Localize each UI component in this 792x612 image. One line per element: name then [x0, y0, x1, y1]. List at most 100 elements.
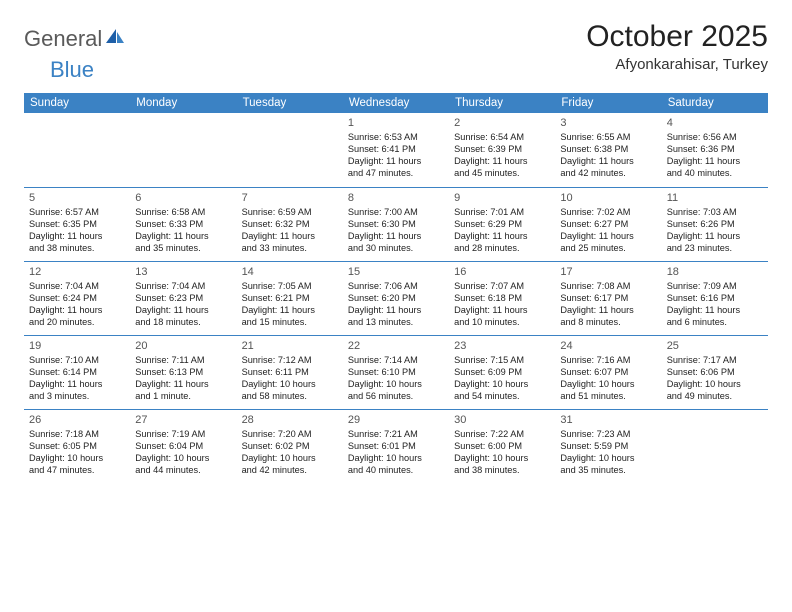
calendar-day-cell: 31Sunrise: 7:23 AMSunset: 5:59 PMDayligh…: [555, 409, 661, 483]
calendar-day-cell: 18Sunrise: 7:09 AMSunset: 6:16 PMDayligh…: [662, 261, 768, 335]
day-number: 12: [29, 265, 125, 279]
day-number: 19: [29, 339, 125, 353]
calendar-body: 1Sunrise: 6:53 AMSunset: 6:41 PMDaylight…: [24, 113, 768, 483]
day-info-line: Daylight: 11 hours: [242, 305, 338, 317]
day-info-line: Sunset: 6:04 PM: [135, 441, 231, 453]
day-number: 28: [242, 413, 338, 427]
calendar-day-cell: 17Sunrise: 7:08 AMSunset: 6:17 PMDayligh…: [555, 261, 661, 335]
day-info-line: Sunset: 6:23 PM: [135, 293, 231, 305]
day-info-line: Sunset: 6:16 PM: [667, 293, 763, 305]
day-info-line: and 58 minutes.: [242, 391, 338, 403]
day-info-line: and 3 minutes.: [29, 391, 125, 403]
calendar-day-cell: 6Sunrise: 6:58 AMSunset: 6:33 PMDaylight…: [130, 187, 236, 261]
calendar-day-cell: 10 Sunrise: 7:02 AMSunset: 6:27 PMDayligh…: [555, 187, 661, 261]
day-info-line: Sunrise: 6:59 AM: [242, 207, 338, 219]
day-info-line: Sunrise: 7:15 AM: [454, 355, 550, 367]
day-info-line: Daylight: 11 hours: [29, 379, 125, 391]
day-header: Wednesday: [343, 93, 449, 113]
calendar-day-cell: 23Sunrise: 7:15 AMSunset: 6:09 PMDayligh…: [449, 335, 555, 409]
day-info-line: Daylight: 11 hours: [29, 231, 125, 243]
calendar-day-cell: 26Sunrise: 7:18 AMSunset: 6:05 PMDayligh…: [24, 409, 130, 483]
calendar-day-cell: 14Sunrise: 7:05 AMSunset: 6:21 PMDayligh…: [237, 261, 343, 335]
day-info-line: Sunrise: 6:56 AM: [667, 132, 763, 144]
day-info-line: and 45 minutes.: [454, 168, 550, 180]
calendar-day-cell: 19Sunrise: 7:10 AMSunset: 6:14 PMDayligh…: [24, 335, 130, 409]
day-number: 1: [348, 116, 444, 130]
calendar-week-row: 5Sunrise: 6:57 AMSunset: 6:35 PMDaylight…: [24, 187, 768, 261]
calendar-day-cell: [24, 113, 130, 187]
day-info-line: Sunrise: 7:02 AM: [560, 207, 656, 219]
day-number: 13: [135, 265, 231, 279]
day-info-line: and 51 minutes.: [560, 391, 656, 403]
day-header: Monday: [130, 93, 236, 113]
day-number: 23: [454, 339, 550, 353]
day-info-line: and 47 minutes.: [348, 168, 444, 180]
day-number: 27: [135, 413, 231, 427]
day-info-line: Daylight: 11 hours: [667, 305, 763, 317]
day-info-line: and 33 minutes.: [242, 243, 338, 255]
day-info-line: Sunrise: 7:16 AM: [560, 355, 656, 367]
day-info-line: Sunset: 6:07 PM: [560, 367, 656, 379]
day-info-line: Sunset: 6:05 PM: [29, 441, 125, 453]
day-info-line: Sunset: 5:59 PM: [560, 441, 656, 453]
day-info-line: Sunrise: 7:09 AM: [667, 281, 763, 293]
calendar-week-row: 19Sunrise: 7:10 AMSunset: 6:14 PMDayligh…: [24, 335, 768, 409]
month-title: October 2025: [586, 20, 768, 54]
calendar-day-cell: 30Sunrise: 7:22 AMSunset: 6:00 PMDayligh…: [449, 409, 555, 483]
day-info-line: Sunset: 6:26 PM: [667, 219, 763, 231]
day-info-line: Sunset: 6:21 PM: [242, 293, 338, 305]
day-info-line: and 20 minutes.: [29, 317, 125, 329]
day-info-line: Sunset: 6:29 PM: [454, 219, 550, 231]
day-info-line: Daylight: 11 hours: [560, 231, 656, 243]
day-info-line: Sunset: 6:11 PM: [242, 367, 338, 379]
day-info-line: Sunrise: 7:03 AM: [667, 207, 763, 219]
day-number: 10: [560, 191, 656, 205]
calendar-week-row: 26Sunrise: 7:18 AMSunset: 6:05 PMDayligh…: [24, 409, 768, 483]
day-info-line: Sunset: 6:14 PM: [29, 367, 125, 379]
day-info-line: Sunrise: 7:04 AM: [135, 281, 231, 293]
day-info-line: and 47 minutes.: [29, 465, 125, 477]
day-info-line: Daylight: 11 hours: [667, 231, 763, 243]
day-info-line: Sunset: 6:38 PM: [560, 144, 656, 156]
day-number: 7: [242, 191, 338, 205]
calendar-table: SundayMondayTuesdayWednesdayThursdayFrid…: [24, 93, 768, 483]
day-info-line: and 8 minutes.: [560, 317, 656, 329]
day-number: 31: [560, 413, 656, 427]
day-info-line: Daylight: 10 hours: [560, 379, 656, 391]
day-info-line: Sunrise: 7:07 AM: [454, 281, 550, 293]
calendar-day-cell: 11 Sunrise: 7:03 AMSunset: 6:26 PMDayligh…: [662, 187, 768, 261]
title-block: October 2025 Afyonkarahisar, Turkey: [586, 20, 768, 73]
day-info-line: and 56 minutes.: [348, 391, 444, 403]
day-number: 11: [667, 191, 763, 205]
day-info-line: and 38 minutes.: [29, 243, 125, 255]
day-info-line: Sunrise: 7:14 AM: [348, 355, 444, 367]
logo-sail-icon: [104, 27, 126, 52]
calendar-day-cell: 8Sunrise: 7:00 AMSunset: 6:30 PMDaylight…: [343, 187, 449, 261]
day-info-line: Daylight: 10 hours: [560, 453, 656, 465]
day-info-line: Daylight: 11 hours: [560, 305, 656, 317]
day-info-line: Sunrise: 7:04 AM: [29, 281, 125, 293]
day-info-line: and 35 minutes.: [135, 243, 231, 255]
day-info-line: Sunset: 6:36 PM: [667, 144, 763, 156]
day-info-line: and 6 minutes.: [667, 317, 763, 329]
day-info-line: Sunrise: 6:53 AM: [348, 132, 444, 144]
calendar-day-cell: 24Sunrise: 7:16 AMSunset: 6:07 PMDayligh…: [555, 335, 661, 409]
location: Afyonkarahisar, Turkey: [586, 56, 768, 73]
day-info-line: and 1 minute.: [135, 391, 231, 403]
calendar-day-cell: 25Sunrise: 7:17 AMSunset: 6:06 PMDayligh…: [662, 335, 768, 409]
day-number: 21: [242, 339, 338, 353]
day-info-line: Daylight: 11 hours: [454, 231, 550, 243]
day-info-line: Daylight: 10 hours: [135, 453, 231, 465]
day-info-line: Daylight: 11 hours: [560, 156, 656, 168]
calendar-day-cell: 9Sunrise: 7:01 AMSunset: 6:29 PMDaylight…: [449, 187, 555, 261]
day-info-line: Daylight: 11 hours: [242, 231, 338, 243]
calendar-day-cell: 5Sunrise: 6:57 AMSunset: 6:35 PMDaylight…: [24, 187, 130, 261]
calendar-day-cell: 20Sunrise: 7:11 AMSunset: 6:13 PMDayligh…: [130, 335, 236, 409]
day-info-line: Sunset: 6:27 PM: [560, 219, 656, 231]
day-info-line: and 18 minutes.: [135, 317, 231, 329]
day-info-line: and 10 minutes.: [454, 317, 550, 329]
day-info-line: Daylight: 11 hours: [667, 156, 763, 168]
day-info-line: Sunset: 6:17 PM: [560, 293, 656, 305]
day-info-line: Sunrise: 7:08 AM: [560, 281, 656, 293]
day-info-line: Daylight: 11 hours: [135, 305, 231, 317]
